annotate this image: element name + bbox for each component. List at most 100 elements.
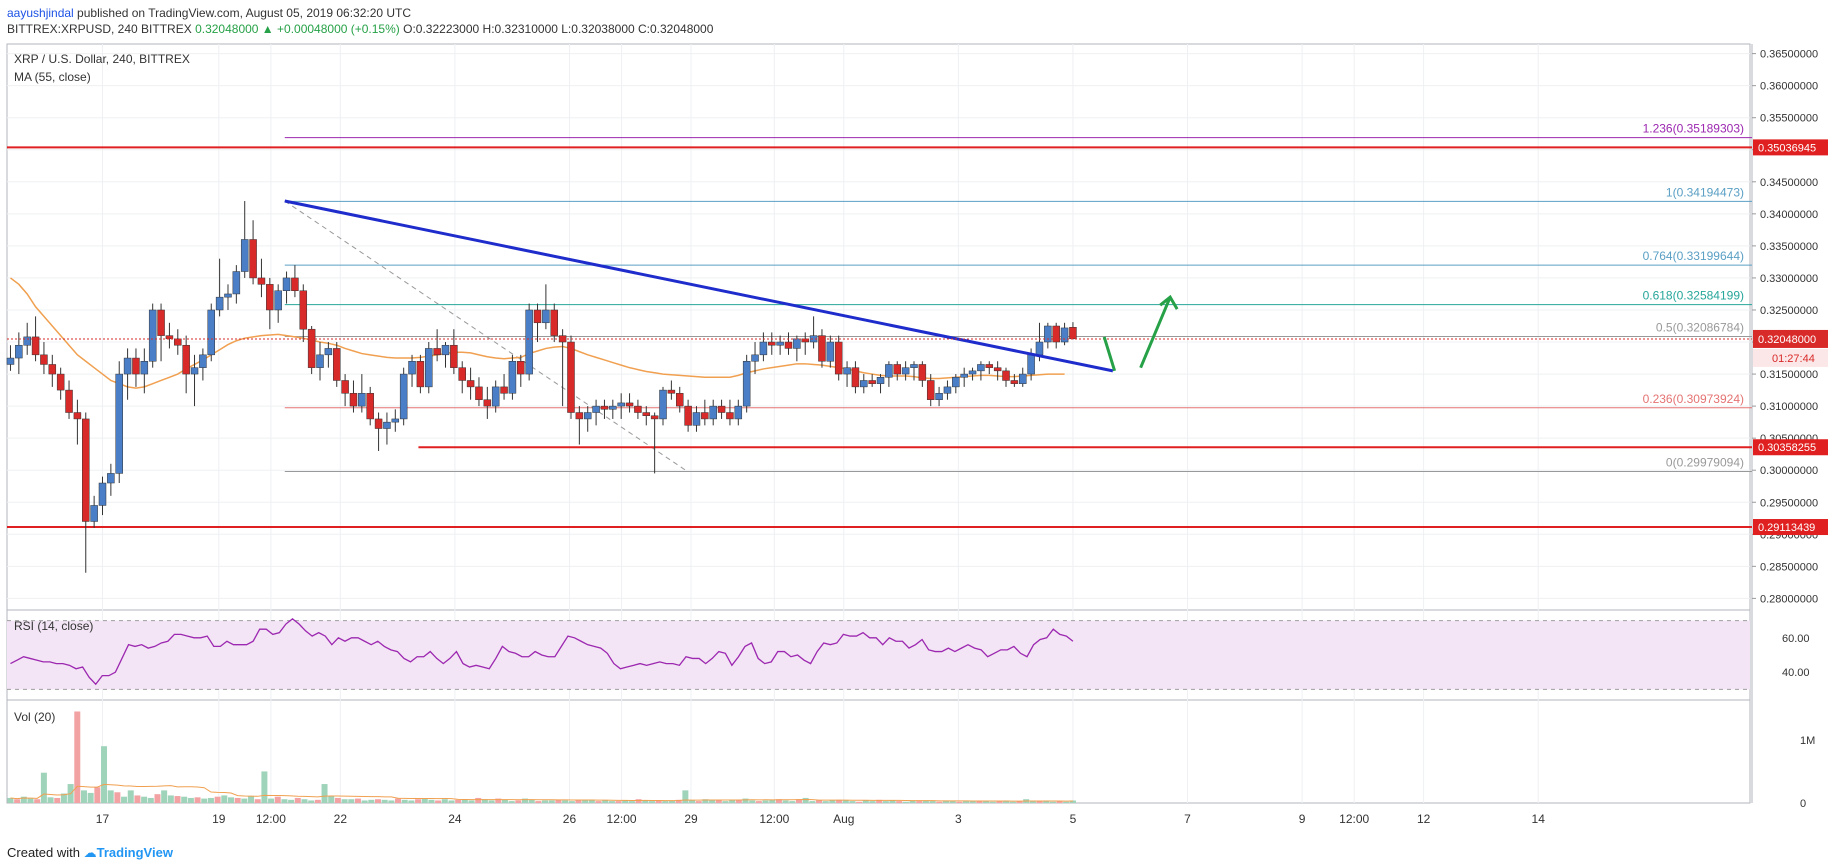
candle[interactable] (818, 329, 826, 368)
candle[interactable] (132, 348, 140, 387)
candle[interactable] (491, 380, 500, 413)
candle[interactable] (625, 393, 634, 413)
candle[interactable] (500, 374, 508, 400)
candle[interactable] (567, 335, 575, 419)
candle[interactable] (558, 329, 567, 407)
candle[interactable] (592, 399, 600, 426)
candle[interactable] (609, 399, 617, 419)
candle[interactable] (291, 265, 299, 298)
candle[interactable] (224, 284, 232, 310)
rsi-pane[interactable] (7, 618, 1750, 690)
candle[interactable] (1052, 322, 1060, 349)
candle[interactable] (675, 386, 684, 413)
bearish-trend-line[interactable] (284, 199, 1114, 373)
candle[interactable] (943, 380, 952, 400)
candle[interactable] (358, 374, 366, 413)
candle[interactable] (190, 354, 199, 407)
price-pane[interactable]: 1.236(0.35189303) 1(0.34194473) 0.764(0.33… (6, 122, 1752, 573)
candle[interactable] (299, 284, 308, 343)
candle[interactable] (458, 361, 466, 394)
candle[interactable] (65, 380, 73, 419)
candle[interactable] (885, 361, 893, 387)
candle[interactable] (667, 380, 676, 400)
candle[interactable] (726, 399, 734, 426)
candle[interactable] (793, 335, 801, 362)
candle[interactable] (332, 342, 341, 387)
candle[interactable] (533, 303, 542, 343)
candle[interactable] (876, 374, 885, 394)
candle[interactable] (751, 342, 759, 375)
candle[interactable] (784, 332, 793, 355)
candle[interactable] (617, 393, 625, 419)
candle[interactable] (274, 284, 282, 323)
candle[interactable] (215, 258, 224, 317)
candle[interactable] (441, 342, 450, 368)
candle[interactable] (768, 332, 776, 355)
candle[interactable] (985, 361, 994, 375)
candle[interactable] (148, 303, 157, 368)
candle[interactable] (860, 374, 868, 394)
candle[interactable] (642, 406, 651, 426)
candle[interactable] (199, 348, 207, 381)
candle[interactable] (977, 361, 985, 381)
candle[interactable] (801, 332, 809, 355)
candle[interactable] (717, 399, 726, 419)
candle[interactable] (408, 354, 416, 387)
candle[interactable] (48, 354, 57, 387)
candle[interactable] (157, 303, 165, 362)
candle[interactable] (257, 258, 266, 298)
candle[interactable] (600, 399, 609, 419)
candle[interactable] (952, 374, 960, 394)
candle[interactable] (550, 303, 559, 343)
candle[interactable] (834, 335, 843, 381)
candle[interactable] (266, 277, 274, 330)
candle[interactable] (433, 329, 441, 362)
candle[interactable] (15, 332, 23, 375)
candle[interactable] (525, 303, 533, 381)
candle[interactable] (307, 326, 316, 375)
candle[interactable] (383, 412, 391, 445)
candle[interactable] (324, 342, 333, 368)
candle[interactable] (82, 412, 90, 573)
candle[interactable] (542, 284, 550, 330)
volume-pane[interactable] (7, 711, 1076, 803)
candle[interactable] (759, 332, 768, 362)
candle[interactable] (40, 342, 48, 375)
candle[interactable] (341, 374, 349, 407)
candle[interactable] (425, 342, 433, 394)
candle[interactable] (968, 367, 977, 381)
candle[interactable] (910, 361, 918, 381)
tradingview-link[interactable]: TradingView (96, 845, 173, 860)
candle[interactable] (483, 386, 492, 419)
candle[interactable] (742, 354, 751, 413)
candle[interactable] (399, 367, 408, 426)
candle[interactable] (249, 220, 257, 285)
candle[interactable] (450, 329, 458, 375)
candle[interactable] (826, 335, 835, 368)
candle[interactable] (366, 386, 374, 426)
candle[interactable] (282, 271, 291, 304)
candle[interactable] (174, 329, 182, 355)
candle[interactable] (207, 303, 216, 362)
publisher-link[interactable]: aayushjindal (7, 6, 74, 20)
candle[interactable] (993, 361, 1002, 381)
candle[interactable] (115, 361, 123, 484)
candle[interactable] (517, 354, 525, 387)
candle[interactable] (701, 399, 709, 426)
candle[interactable] (868, 374, 876, 387)
candle[interactable] (734, 399, 743, 426)
candle[interactable] (809, 316, 818, 349)
candle[interactable] (73, 399, 82, 445)
candle[interactable] (182, 335, 190, 394)
candle[interactable] (98, 476, 107, 516)
candle[interactable] (349, 380, 358, 413)
candle[interactable] (960, 367, 968, 387)
candle[interactable] (684, 399, 692, 432)
candle[interactable] (583, 406, 592, 432)
candle[interactable] (232, 265, 241, 304)
candle[interactable] (1060, 322, 1069, 346)
candle[interactable] (466, 367, 475, 400)
candle[interactable] (1018, 367, 1027, 387)
candle[interactable] (475, 377, 483, 407)
